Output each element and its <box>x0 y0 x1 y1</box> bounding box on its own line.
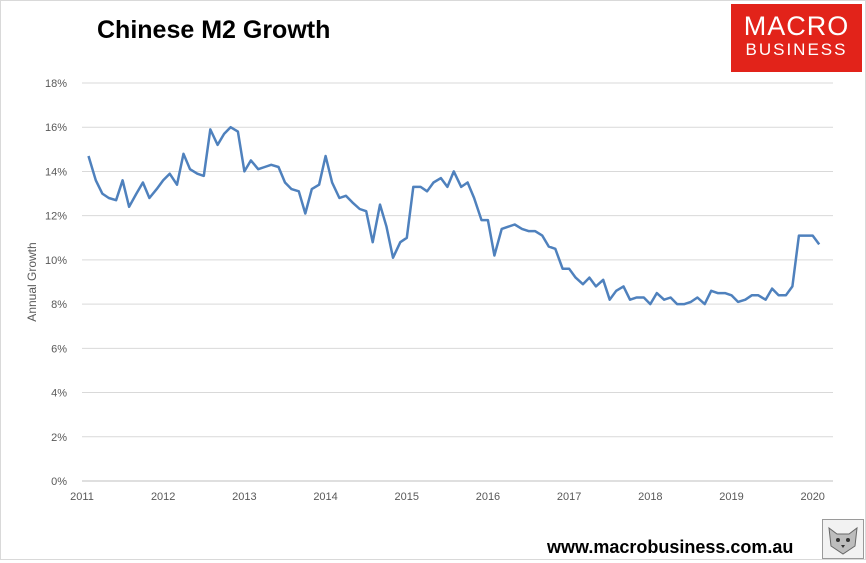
y-tick-label: 12% <box>45 211 67 223</box>
y-tick-label: 18% <box>45 78 67 90</box>
x-tick-label: 2013 <box>232 491 256 503</box>
logo-line-2: BUSINESS <box>745 40 848 59</box>
wildcat-logo-icon <box>822 519 864 559</box>
x-tick-label: 2016 <box>476 491 500 503</box>
y-tick-label: 6% <box>51 343 67 355</box>
logo-line-1: MACRO <box>743 11 850 41</box>
cat-face-icon <box>828 526 858 555</box>
series-group <box>87 125 821 306</box>
y-tick-label: 0% <box>51 476 67 488</box>
y-tick-labels: 0% 2% 4% 6% 8% 10% 12% 14% 16% 18% <box>45 78 67 488</box>
gridlines <box>82 82 833 482</box>
y-tick-label: 4% <box>51 388 67 400</box>
x-tick-label: 2020 <box>800 491 824 503</box>
x-tick-label: 2017 <box>557 491 581 503</box>
x-tick-label: 2012 <box>151 491 175 503</box>
y-tick-label: 2% <box>51 432 67 444</box>
y-tick-label: 16% <box>45 122 67 134</box>
y-tick-label: 14% <box>45 166 67 178</box>
website-url: www.macrobusiness.com.au <box>547 537 794 557</box>
x-tick-labels: 2011 2012 2013 2014 2015 2016 2017 2018 2019 2020 <box>70 491 825 503</box>
x-tick-label: 2011 <box>70 491 94 503</box>
chart-title: Chinese M2 Growth <box>97 16 331 44</box>
x-tick-label: 2019 <box>719 491 743 503</box>
y-axis-label: Annual Growth <box>25 242 39 321</box>
y-tick-label: 10% <box>45 255 67 267</box>
x-tick-label: 2015 <box>395 491 419 503</box>
series-line <box>87 125 821 306</box>
macrobusiness-logo: MACRO BUSINESS <box>731 4 862 72</box>
y-tick-label: 8% <box>51 299 67 311</box>
x-tick-label: 2018 <box>638 491 662 503</box>
x-tick-label: 2014 <box>313 491 337 503</box>
